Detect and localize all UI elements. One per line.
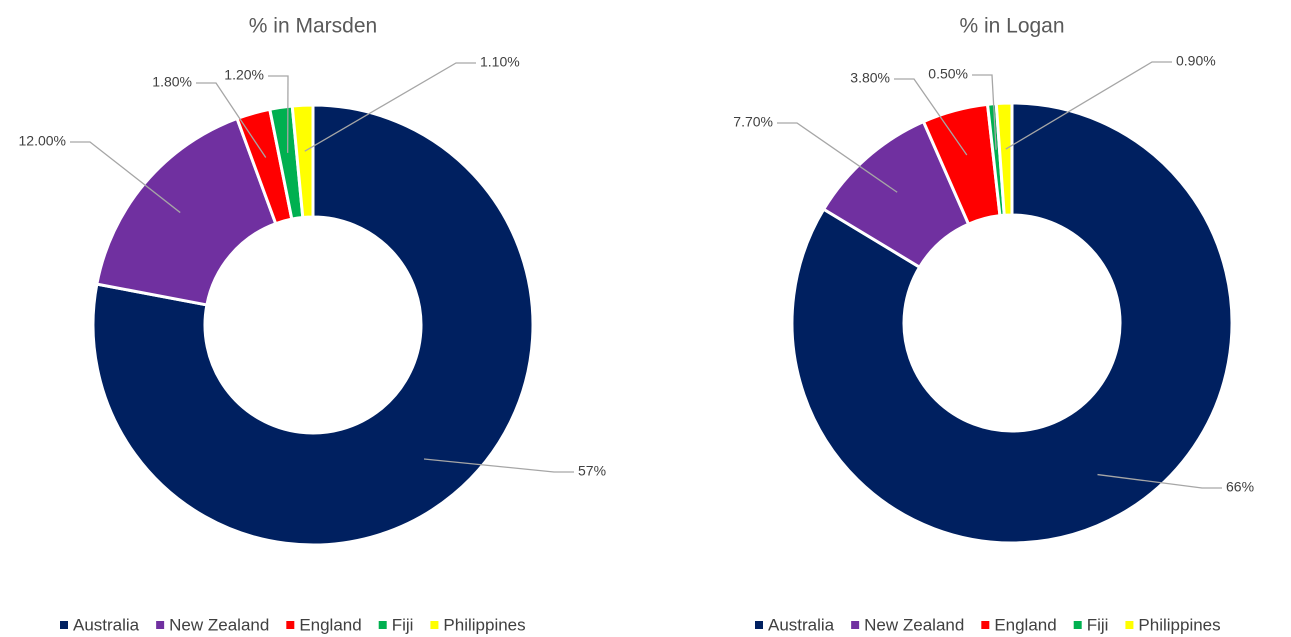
- legend-marker: [378, 621, 387, 629]
- chart-title: % in Marsden: [249, 15, 377, 38]
- donut-slice: [95, 116, 278, 307]
- donut-slice: [994, 101, 1014, 217]
- legend-label: Fiji: [392, 615, 414, 634]
- data-label: 3.80%: [850, 70, 890, 86]
- legend-label: Philippines: [443, 615, 525, 634]
- data-label: 66%: [1226, 479, 1254, 495]
- leader-line: [268, 75, 289, 153]
- legend-marker: [286, 621, 295, 629]
- leader-line: [777, 122, 898, 193]
- legend-label: England: [299, 615, 361, 634]
- legend-label: England: [994, 615, 1056, 634]
- legend-marker: [430, 621, 439, 629]
- data-label: 1.10%: [480, 54, 520, 70]
- legend-label: New Zealand: [864, 615, 964, 634]
- data-label: 57%: [578, 463, 606, 479]
- donut-slice: [290, 103, 315, 220]
- legend-marker: [981, 621, 990, 629]
- leader-line: [196, 82, 267, 158]
- legend-marker: [1125, 621, 1134, 629]
- data-label: 7.70%: [733, 114, 773, 130]
- data-label: 12.00%: [19, 133, 66, 149]
- data-label: 0.90%: [1176, 53, 1216, 69]
- donut-slice: [790, 101, 1234, 545]
- legend-label: Fiji: [1087, 615, 1109, 634]
- legend-marker: [1073, 621, 1082, 629]
- legend-label: Australia: [768, 615, 835, 634]
- legend-marker: [755, 621, 763, 629]
- legend-label: Australia: [73, 615, 140, 634]
- legend-label: New Zealand: [169, 615, 269, 634]
- legend-label: Philippines: [1138, 615, 1220, 634]
- leader-line: [304, 62, 476, 152]
- data-label: 1.80%: [152, 74, 192, 90]
- leader-line: [972, 74, 997, 150]
- leader-line: [70, 141, 181, 214]
- legend-marker: [60, 621, 68, 629]
- leader-line: [1097, 473, 1222, 489]
- chart-title: % in Logan: [959, 15, 1064, 38]
- data-label: 1.20%: [224, 67, 264, 83]
- legend-marker: [851, 621, 860, 629]
- data-label: 0.50%: [928, 66, 968, 82]
- leader-line: [894, 78, 968, 156]
- leader-line: [1005, 61, 1172, 150]
- legend-marker: [156, 621, 165, 629]
- leader-line: [423, 458, 574, 473]
- donut-slice: [91, 103, 535, 547]
